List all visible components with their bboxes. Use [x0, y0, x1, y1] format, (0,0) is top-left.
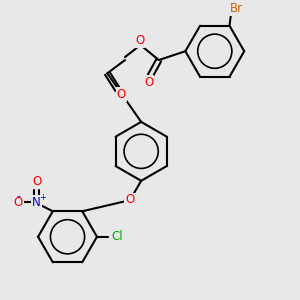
Text: Cl: Cl [111, 230, 123, 243]
Text: O: O [144, 76, 153, 89]
Text: O: O [135, 34, 144, 47]
Text: O: O [32, 175, 41, 188]
Text: O: O [125, 194, 135, 206]
Text: O: O [14, 196, 23, 209]
Text: -: - [16, 191, 20, 201]
Text: N: N [32, 196, 41, 209]
Text: +: + [39, 193, 46, 202]
Text: Br: Br [230, 2, 243, 15]
Text: O: O [116, 88, 126, 101]
